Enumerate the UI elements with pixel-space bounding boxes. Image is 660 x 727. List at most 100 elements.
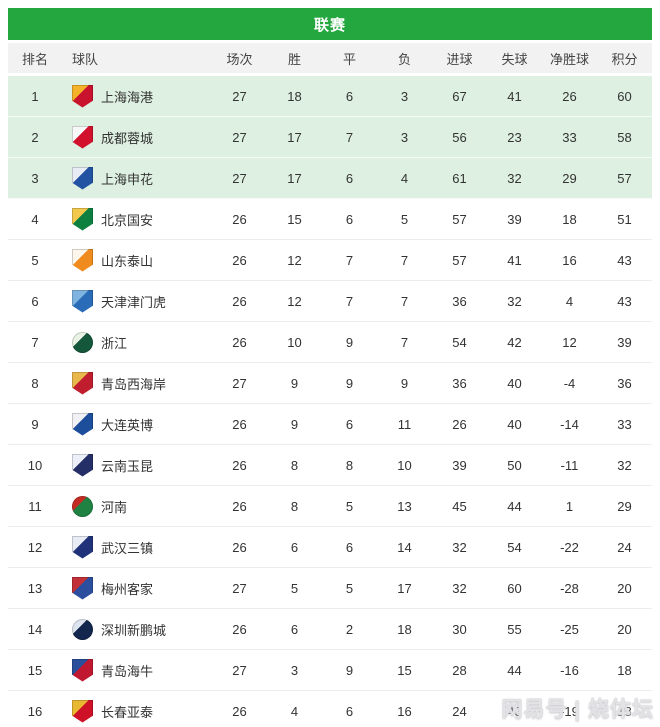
table-row[interactable]: 14 深圳新鹏城 26 6 2 18 30 55 -25 20	[8, 609, 652, 650]
col-team: 球队	[72, 51, 99, 67]
stat-points: 60	[617, 88, 632, 104]
table-row[interactable]: 9 大连英博 26 9 6 11 26 40 -14 33	[8, 404, 652, 445]
stat-points: 20	[617, 621, 632, 637]
stat-goals-against: 32	[507, 293, 522, 309]
stat-goal-diff: -28	[560, 580, 579, 596]
team-name: 上海海港	[101, 89, 154, 105]
stat-goals-against: 40	[507, 416, 522, 432]
stat-goal-diff: -4	[563, 375, 576, 391]
beijing-guoan-crest-icon	[72, 207, 93, 231]
stat-points: 57	[617, 170, 632, 186]
table-body: 1 上海海港 27 18 6 3 67 41 26 60 2 成都蓉城 27 1…	[8, 76, 652, 727]
team-name: 武汉三镇	[101, 540, 154, 556]
table-row[interactable]: 4 北京国安 26 15 6 5 57 39 18 51	[8, 199, 652, 240]
henan-crest-icon	[72, 495, 93, 517]
rank-cell: 15	[27, 662, 43, 678]
rank-cell: 14	[27, 621, 43, 637]
stat-goals-for: 61	[452, 170, 467, 186]
stat-goals-against: 44	[507, 662, 522, 678]
rank-cell: 1	[31, 88, 39, 104]
col-rank: 排名	[21, 51, 48, 67]
table-row[interactable]: 7 浙江 26 10 9 7 54 42 12 39	[8, 322, 652, 363]
team-cell: 深圳新鹏城	[62, 618, 212, 640]
stat-goals-for: 57	[452, 252, 467, 268]
stat-goal-diff: 33	[562, 129, 577, 145]
team-name: 成都蓉城	[101, 130, 154, 146]
stat-draw: 9	[345, 375, 354, 391]
stat-loss: 7	[400, 293, 409, 309]
table-row[interactable]: 16 长春亚泰 26 4 6 16 24 43 -19 18	[8, 691, 652, 727]
table-row[interactable]: 3 上海申花 27 17 6 4 61 32 29 57	[8, 158, 652, 199]
col-points: 积分	[611, 51, 638, 67]
stat-played: 26	[232, 252, 247, 268]
team-name: 青岛海牛	[101, 663, 154, 679]
stat-goals-for: 54	[452, 334, 467, 350]
stat-goal-diff: 1	[565, 498, 574, 514]
stat-goals-against: 55	[507, 621, 522, 637]
table-row[interactable]: 5 山东泰山 26 12 7 7 57 41 16 43	[8, 240, 652, 281]
stat-goals-for: 36	[452, 375, 467, 391]
team-name: 梅州客家	[101, 581, 154, 597]
stat-goals-for: 67	[452, 88, 467, 104]
stat-played: 26	[232, 293, 247, 309]
stat-loss: 10	[397, 457, 412, 473]
team-cell: 上海申花	[62, 166, 212, 190]
stat-points: 51	[617, 211, 632, 227]
stat-loss: 14	[397, 539, 412, 555]
stat-goals-for: 45	[452, 498, 467, 514]
stat-goal-diff: -19	[560, 703, 579, 719]
table-header-row: 排名 球队 场次 胜 平 负 进球 失球 净胜球 积分	[8, 43, 652, 73]
stat-goals-against: 39	[507, 211, 522, 227]
stat-draw: 7	[345, 252, 354, 268]
stat-played: 27	[232, 170, 247, 186]
stat-win: 8	[290, 457, 299, 473]
shandong-taishan-crest-icon	[72, 248, 93, 272]
table-row[interactable]: 10 云南玉昆 26 8 8 10 39 50 -11 32	[8, 445, 652, 486]
changchun-yatai-crest-icon	[72, 699, 93, 723]
stat-played: 27	[232, 88, 247, 104]
table-row[interactable]: 2 成都蓉城 27 17 7 3 56 23 33 58	[8, 117, 652, 158]
table-row[interactable]: 12 武汉三镇 26 6 6 14 32 54 -22 24	[8, 527, 652, 568]
stat-draw: 8	[345, 457, 354, 473]
table-row[interactable]: 13 梅州客家 27 5 5 17 32 60 -28 20	[8, 568, 652, 609]
tab-league[interactable]: 联赛	[8, 8, 652, 40]
stat-played: 26	[232, 457, 247, 473]
team-cell: 大连英博	[62, 412, 212, 436]
tab-league-label: 联赛	[313, 16, 346, 34]
stat-played: 26	[232, 498, 247, 514]
stat-goals-for: 32	[452, 580, 467, 596]
shenzhen-peng-city-crest-icon	[72, 618, 93, 640]
stat-goals-for: 26	[452, 416, 467, 432]
table-row[interactable]: 6 天津津门虎 26 12 7 7 36 32 4 43	[8, 281, 652, 322]
team-name: 深圳新鹏城	[101, 622, 167, 638]
stat-goals-for: 39	[452, 457, 467, 473]
stat-win: 5	[290, 580, 299, 596]
rank-cell: 6	[31, 293, 39, 309]
rank-cell: 13	[27, 580, 43, 596]
rank-cell: 11	[28, 498, 42, 514]
stat-goal-diff: 29	[562, 170, 577, 186]
stat-goals-against: 32	[507, 170, 522, 186]
stat-win: 15	[287, 211, 302, 227]
stat-loss: 15	[397, 662, 412, 678]
stat-win: 17	[287, 170, 302, 186]
stat-draw: 7	[345, 129, 354, 145]
rank-cell: 9	[31, 416, 39, 432]
team-cell: 北京国安	[62, 207, 212, 231]
stat-goals-against: 44	[507, 498, 522, 514]
stat-played: 27	[232, 662, 247, 678]
stat-goal-diff: 12	[562, 334, 577, 350]
shanghai-shenhua-crest-icon	[72, 166, 93, 190]
rank-cell: 16	[27, 703, 43, 719]
team-name: 浙江	[101, 335, 128, 351]
stat-played: 26	[232, 703, 247, 719]
rank-cell: 4	[31, 211, 39, 227]
table-row[interactable]: 1 上海海港 27 18 6 3 67 41 26 60	[8, 76, 652, 117]
team-name: 天津津门虎	[101, 294, 167, 310]
table-row[interactable]: 8 青岛西海岸 27 9 9 9 36 40 -4 36	[8, 363, 652, 404]
table-row[interactable]: 15 青岛海牛 27 3 9 15 28 44 -16 18	[8, 650, 652, 691]
stat-points: 39	[617, 334, 632, 350]
table-row[interactable]: 11 河南 26 8 5 13 45 44 1 29	[8, 486, 652, 527]
stat-loss: 9	[400, 375, 409, 391]
stat-draw: 6	[345, 703, 354, 719]
